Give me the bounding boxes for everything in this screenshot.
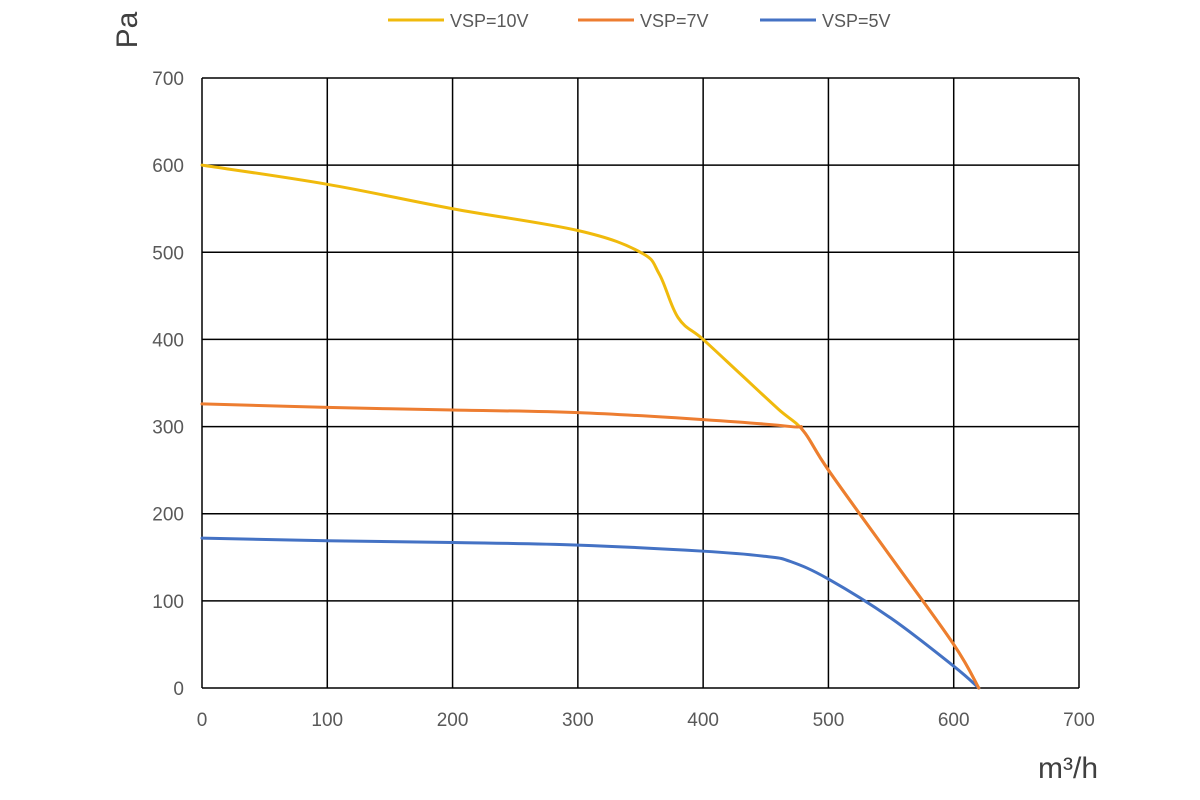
x-tick-label: 700 xyxy=(1063,710,1095,731)
x-tick-label: 300 xyxy=(562,710,594,731)
legend-label: VSP=5V xyxy=(822,11,891,31)
series-line-vsp-5v xyxy=(200,536,981,690)
y-tick-label: 400 xyxy=(152,330,184,351)
x-tick-label: 600 xyxy=(938,710,970,731)
x-tick-label: 200 xyxy=(437,710,469,731)
x-axis-ticks: 0 100 200 300 400 500 600 700 xyxy=(197,710,1095,731)
y-tick-label: 500 xyxy=(152,243,184,264)
series-layer xyxy=(200,163,981,690)
x-tick-label: 400 xyxy=(687,710,719,731)
y-axis-title: Pa xyxy=(111,11,144,48)
y-tick-label: 600 xyxy=(152,156,184,177)
legend-label: VSP=10V xyxy=(450,11,529,31)
y-tick-label: 200 xyxy=(152,505,184,526)
grid xyxy=(201,77,1080,689)
x-tick-label: 0 xyxy=(197,710,208,731)
y-axis-ticks: 0 100 200 300 400 500 600 700 xyxy=(152,69,184,700)
y-tick-label: 300 xyxy=(152,418,184,439)
legend: VSP=10V VSP=7V VSP=5V xyxy=(388,11,891,31)
y-tick-label: 100 xyxy=(152,592,184,613)
x-tick-label: 100 xyxy=(311,710,343,731)
y-tick-label: 0 xyxy=(173,679,184,700)
x-axis-title: m³/h xyxy=(1038,752,1098,785)
x-tick-label: 500 xyxy=(813,710,845,731)
series-line-vsp-7v xyxy=(200,402,981,690)
y-tick-label: 700 xyxy=(152,69,184,90)
legend-label: VSP=7V xyxy=(640,11,709,31)
